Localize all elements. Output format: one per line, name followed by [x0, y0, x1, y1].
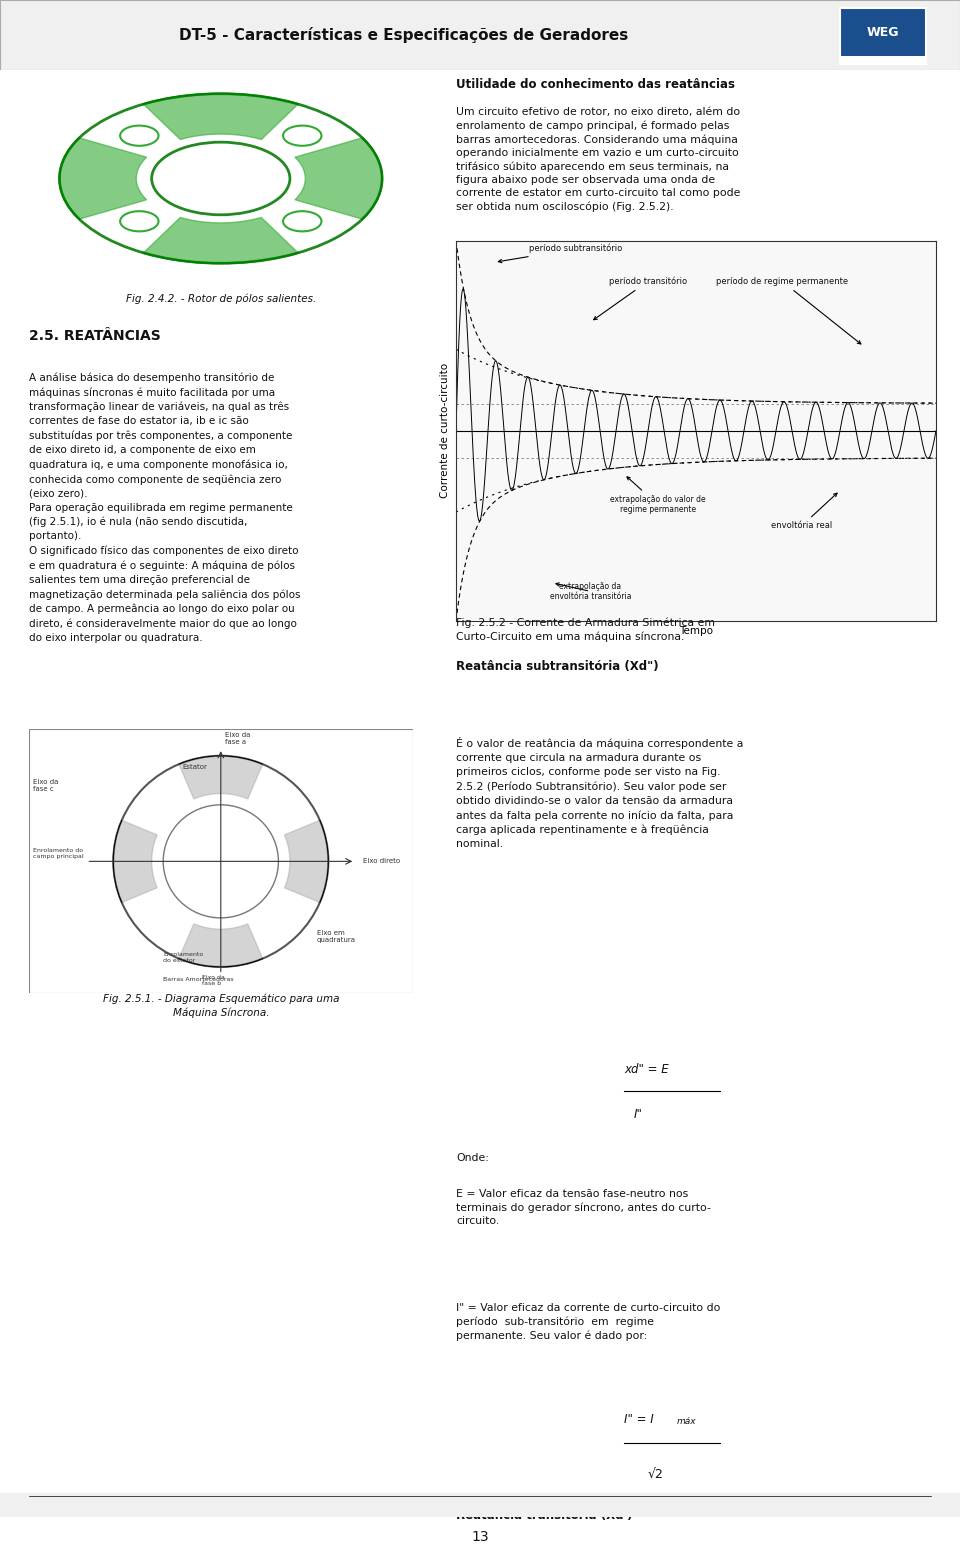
Text: Utilidade do conhecimento das reatâncias: Utilidade do conhecimento das reatâncias	[456, 78, 735, 90]
Polygon shape	[179, 923, 263, 967]
Text: E = Valor eficaz da tensão fase-neutro nos
terminais do gerador síncrono, antes : E = Valor eficaz da tensão fase-neutro n…	[456, 1189, 710, 1226]
Text: Fig. 2.5.1. - Diagrama Esquemático para uma
Máquina Síncrona.: Fig. 2.5.1. - Diagrama Esquemático para …	[103, 993, 339, 1018]
Text: Enrolamento do
campo principal: Enrolamento do campo principal	[33, 849, 84, 860]
Text: Fig. 2.5.2 - Corrente de Armadura Simétrica em
Curto-Circuito em uma máquina sín: Fig. 2.5.2 - Corrente de Armadura Simétr…	[456, 618, 715, 643]
Text: Reatância subtransitória (Xd"): Reatância subtransitória (Xd")	[456, 660, 659, 672]
Text: período subtransitório: período subtransitório	[498, 244, 623, 262]
Text: período transitório: período transitório	[593, 276, 687, 320]
Polygon shape	[60, 138, 147, 219]
Text: DT-5 - Características e Especificações de Geradores: DT-5 - Características e Especificações …	[179, 26, 628, 43]
Text: Barras Amortecedoras: Barras Amortecedoras	[163, 976, 234, 982]
Text: Eixo da
fase c: Eixo da fase c	[33, 779, 58, 793]
Y-axis label: Corrente de curto-circuito: Corrente de curto-circuito	[441, 363, 450, 498]
Bar	[840, 56, 926, 64]
X-axis label: Tempo: Tempo	[679, 627, 713, 636]
Text: I": I"	[634, 1108, 642, 1121]
Text: Estator: Estator	[182, 764, 207, 770]
Text: extrapolação do valor de
regime permanente: extrapolação do valor de regime permanen…	[610, 476, 706, 514]
Bar	[840, 56, 926, 64]
Text: Eixo direto: Eixo direto	[363, 858, 400, 864]
Text: 2.5. REATÂNCIAS: 2.5. REATÂNCIAS	[29, 329, 160, 343]
Text: É o valor de reatância da máquina correspondente a
corrente que circula na armad: É o valor de reatância da máquina corres…	[456, 737, 743, 849]
Text: Um circuito efetivo de rotor, no eixo direto, além do
enrolamento de campo princ: Um circuito efetivo de rotor, no eixo di…	[456, 107, 740, 213]
Text: Fig. 2.4.2. - Rotor de pólos salientes.: Fig. 2.4.2. - Rotor de pólos salientes.	[126, 293, 316, 304]
Bar	[0, 1493, 960, 1516]
Text: xd" = E: xd" = E	[624, 1063, 668, 1076]
Polygon shape	[113, 821, 157, 902]
Text: período de regime permanente: período de regime permanente	[716, 276, 861, 345]
Text: I" = I: I" = I	[624, 1414, 654, 1426]
Text: 13: 13	[471, 1530, 489, 1544]
Text: Eixo da
fase a: Eixo da fase a	[225, 731, 250, 745]
Text: I" = Valor eficaz da corrente de curto-circuito do
período  sub-transitório  em : I" = Valor eficaz da corrente de curto-c…	[456, 1304, 720, 1341]
Text: Onde:: Onde:	[456, 1153, 489, 1162]
Polygon shape	[179, 756, 263, 799]
Text: Eixo da
fase b: Eixo da fase b	[202, 975, 225, 986]
Text: Enrolamento
do estator: Enrolamento do estator	[163, 953, 204, 964]
Polygon shape	[143, 217, 299, 264]
Polygon shape	[143, 93, 299, 140]
Text: envoltória real: envoltória real	[771, 494, 837, 531]
Text: A análise básica do desempenho transitório de
máquinas síncronas é muito facilit: A análise básica do desempenho transitór…	[29, 372, 300, 643]
Text: Eixo em
quadratura: Eixo em quadratura	[317, 930, 356, 944]
Text: extrapolação da
envoltória transitória: extrapolação da envoltória transitória	[550, 582, 631, 601]
Text: √2: √2	[648, 1468, 664, 1481]
Text: WEG: WEG	[867, 26, 900, 39]
Polygon shape	[295, 138, 382, 219]
Polygon shape	[284, 821, 328, 902]
Text: máx: máx	[677, 1417, 696, 1426]
Text: Reatância transitória (Xd'): Reatância transitória (Xd')	[456, 1509, 633, 1521]
